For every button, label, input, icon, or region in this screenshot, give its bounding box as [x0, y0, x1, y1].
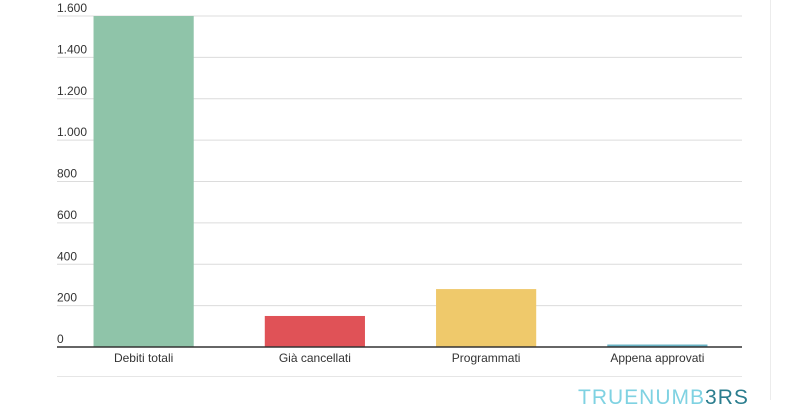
x-category-label: Già cancellati: [279, 351, 351, 365]
logo-part-true: TRUE: [578, 386, 640, 409]
y-tick-label: 200: [57, 291, 77, 305]
y-axis-tick-labels: 0 200 400 600 800 1.000 1.200 1.400 1.600: [57, 1, 87, 346]
bottom-rule: [57, 376, 742, 377]
logo-part-numb: NUMB: [639, 386, 706, 409]
bar-2: [264, 315, 365, 347]
x-category-label: Appena approvati: [610, 351, 704, 365]
y-tick-label: 1.400: [57, 42, 87, 56]
x-category-label: Debiti totali: [114, 351, 173, 365]
bars: [93, 16, 708, 347]
bar-3: [436, 289, 537, 347]
x-axis-category-labels: Debiti totali Già cancellati Programmati Ap…: [114, 351, 704, 365]
x-category-label: Programmati: [452, 351, 521, 365]
logo-part-3rs: 3RS: [705, 386, 749, 409]
y-tick-label: 0: [57, 332, 64, 346]
truenumbers-logo: TRUENUMB3RS: [578, 387, 749, 408]
y-tick-label: 800: [57, 167, 77, 181]
y-tick-label: 600: [57, 208, 77, 222]
bar-4: [607, 344, 708, 347]
y-tick-label: 1.000: [57, 125, 87, 139]
y-tick-label: 1.200: [57, 84, 87, 98]
y-tick-label: 400: [57, 249, 77, 263]
bar-chart: 0 200 400 600 800 1.000 1.200 1.400 1.600 Debiti…: [57, 1, 742, 365]
bar-1: [93, 16, 194, 347]
y-tick-label: 1.600: [57, 1, 87, 15]
right-border: [770, 0, 771, 400]
